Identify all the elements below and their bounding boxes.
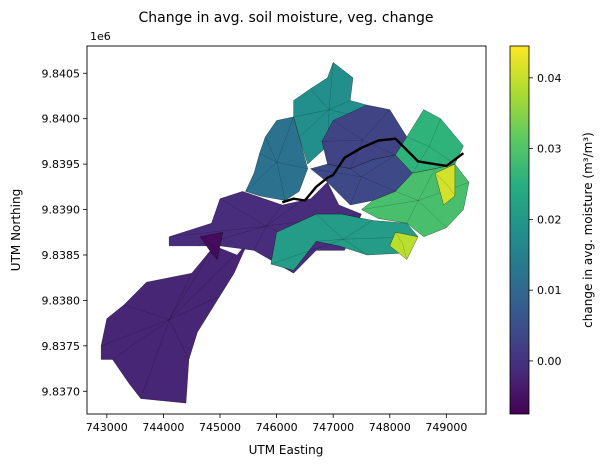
x-tick-label: 747000 (312, 421, 354, 434)
mesh-edge (361, 200, 419, 210)
mesh-edge (265, 136, 278, 163)
region-western-upper-block (245, 116, 308, 201)
y-tick-label: 9.8405 (42, 67, 81, 80)
y-tick-label: 9.8380 (42, 294, 81, 307)
mesh-edge (343, 239, 368, 256)
colorbar (509, 45, 530, 415)
mesh-edge (276, 162, 286, 201)
x-tick-label: 743000 (86, 421, 128, 434)
mesh-edge (270, 239, 344, 265)
colorbar-tick-label: 0.04 (537, 72, 562, 85)
mesh-edge (169, 319, 190, 360)
mesh-edge (299, 109, 330, 138)
mesh-edge (362, 109, 390, 141)
y-tick-label: 9.8375 (42, 340, 81, 353)
mesh-edge (418, 168, 436, 201)
mesh-edge (266, 182, 328, 227)
mesh-edge (169, 295, 221, 320)
x-tick-label: 745000 (199, 421, 241, 434)
mesh-edge (169, 225, 267, 237)
channel-line (281, 137, 465, 204)
colorbar-tick-label: 0.01 (537, 284, 562, 297)
mesh-edge (362, 139, 396, 156)
mesh-edge (276, 116, 294, 163)
mesh-edge (200, 236, 214, 246)
y-offset-label: 1e6 (90, 30, 111, 43)
mesh-edge (329, 100, 351, 110)
x-tick-label: 749000 (425, 421, 467, 434)
mesh-edge (169, 273, 192, 320)
mesh-edge (406, 136, 430, 147)
mesh-edge (212, 245, 218, 260)
mesh-edge (310, 88, 330, 110)
mesh-edge (406, 200, 419, 224)
mesh-edge (395, 191, 419, 201)
colorbar-tick-label: 0.03 (537, 143, 562, 156)
y-tick-label: 9.8400 (42, 113, 81, 126)
colorbar-ticks: 0.00 0.01 0.02 0.03 0.04 (529, 72, 562, 368)
mesh-edge (169, 241, 249, 320)
mesh-edge (219, 198, 267, 227)
mesh-edge (402, 243, 407, 260)
x-axis-label: UTM Easting (249, 443, 324, 457)
x-tick-label: 744000 (142, 421, 184, 434)
x-tick-label: 746000 (256, 421, 298, 434)
mesh-edge (361, 176, 396, 192)
mesh-edge (418, 200, 447, 228)
mesh-edge (428, 146, 456, 165)
mesh-edge (245, 162, 278, 192)
colorbar-tick-label: 0.02 (537, 213, 562, 226)
region-northern-cluster (293, 62, 371, 165)
y-tick-label: 9.8395 (42, 158, 81, 171)
plot-frame (86, 45, 487, 415)
mesh-edge (395, 232, 403, 244)
region-southeast-yellow-spot (389, 232, 419, 260)
colorbar-tick-label: 0.00 (537, 355, 562, 368)
mesh-edge (328, 62, 334, 110)
mesh-edge (266, 204, 283, 227)
mesh-edge (428, 118, 441, 147)
x-tick-label: 748000 (369, 421, 411, 434)
chart-title: Change in avg. soil moisture, veg. chang… (139, 10, 434, 26)
mesh-edge (446, 184, 456, 197)
mesh-edge (412, 146, 430, 174)
x-axis: 743000 744000 745000 746000 747000 748000 7490… (86, 414, 467, 434)
mesh-edge (169, 245, 215, 320)
mesh-edge (434, 173, 448, 185)
mesh-edge (276, 162, 308, 169)
y-axis: 9.8370 9.8375 9.8380 9.8385 9.8390 9.8395 9.84… (42, 67, 87, 398)
mesh-edge (350, 176, 362, 206)
y-tick-label: 9.8385 (42, 249, 81, 262)
y-axis-label: UTM Northing (9, 189, 23, 271)
region-west-notch (199, 232, 224, 260)
region-east-yellow-spot (434, 163, 456, 206)
mesh-edge (101, 319, 170, 347)
mesh-edge (112, 319, 170, 360)
mesh-edge (293, 109, 330, 118)
mesh-edge (253, 226, 267, 251)
mesh-edge (123, 304, 170, 320)
y-tick-label: 9.8370 (42, 385, 81, 398)
map-regions (100, 62, 470, 404)
mesh-edge (361, 154, 396, 177)
mesh-edge (333, 120, 363, 141)
mesh-edge (140, 319, 170, 399)
mesh-edge (321, 139, 363, 142)
plot-region (100, 62, 470, 404)
colorbar-label: change in avg. moisture (m³/m³) (581, 132, 595, 328)
mesh-edge (343, 220, 373, 240)
y-tick-label: 9.8390 (42, 204, 81, 217)
mesh-edge (316, 239, 344, 242)
region-southeast-green-band (270, 213, 419, 271)
mesh-edge (350, 140, 363, 169)
mesh-edge (350, 168, 362, 177)
mesh-edge (316, 213, 344, 240)
mesh-edge (259, 153, 277, 163)
region-southwest-lobe (100, 241, 249, 404)
